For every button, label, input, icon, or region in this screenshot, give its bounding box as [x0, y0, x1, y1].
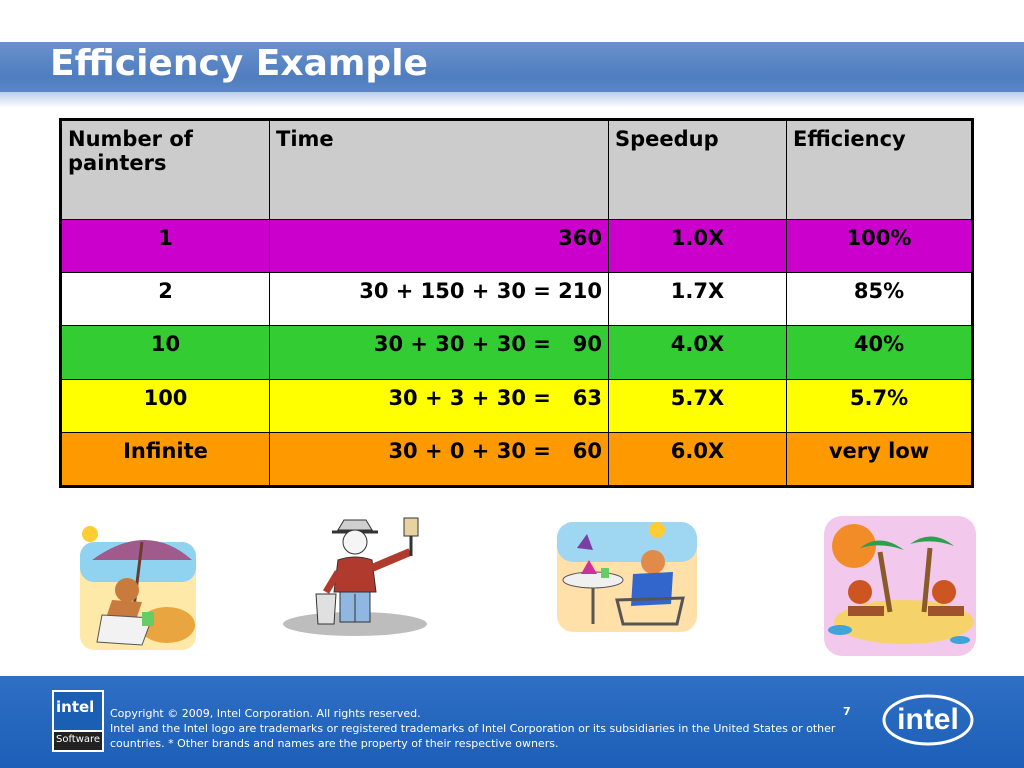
painter-clipart — [283, 517, 427, 636]
cell-time: 30 + 0 + 30 = 60 — [269, 431, 609, 488]
cell-time: 30 + 30 + 30 = 90 — [269, 325, 609, 380]
cell-painters: 100 — [60, 378, 270, 433]
island-relax-clipart — [824, 516, 976, 656]
cell-efficiency: very low — [786, 431, 973, 488]
cell-time: 30 + 150 + 30 = 210 — [269, 272, 609, 327]
beach-lounger-clipart — [80, 526, 196, 650]
intel-logo: intel — [882, 694, 974, 746]
cell-speedup: 5.7X — [608, 378, 787, 433]
cell-efficiency: 85% — [786, 272, 973, 327]
software-logo-bottom-text: Software — [56, 734, 101, 745]
cell-painters: 10 — [60, 325, 270, 380]
intel-logo-text: intel — [897, 703, 959, 736]
table-row: 100 30 + 3 + 30 = 63 5.7X 5.7% — [60, 378, 973, 433]
copyright-text: Copyright © 2009, Intel Corporation. All… — [110, 707, 421, 720]
footer-bar — [0, 676, 1024, 768]
cell-painters: 1 — [60, 218, 270, 274]
intel-software-logo: intel Software — [52, 690, 104, 752]
cell-efficiency: 40% — [786, 325, 973, 380]
page-number: 7 — [843, 705, 851, 718]
header-time: Time — [269, 119, 609, 220]
cell-speedup: 6.0X — [608, 431, 787, 488]
header-speedup: Speedup — [608, 119, 787, 220]
slide-title: Efficiency Example — [50, 43, 428, 84]
title-glow — [0, 92, 1024, 108]
table-row: 1 360 1.0X 100% — [60, 218, 973, 274]
trademark-text: Intel and the Intel logo are trademarks … — [110, 722, 836, 750]
cell-time: 360 — [269, 218, 609, 274]
cell-efficiency: 5.7% — [786, 378, 973, 433]
cafe-table-clipart — [557, 522, 697, 632]
cell-time: 30 + 3 + 30 = 63 — [269, 378, 609, 433]
cell-speedup: 1.7X — [608, 272, 787, 327]
table-header-row: Number of painters Time Speedup Efficien… — [60, 119, 973, 220]
header-painters: Number of painters — [60, 119, 270, 220]
table-row: 2 30 + 150 + 30 = 210 1.7X 85% — [60, 272, 973, 327]
cell-efficiency: 100% — [786, 218, 973, 274]
cell-painters: Infinite — [60, 431, 270, 488]
header-efficiency: Efficiency — [786, 119, 973, 220]
title-bar — [0, 42, 1024, 92]
table-row: Infinite 30 + 0 + 30 = 60 6.0X very low — [60, 431, 973, 488]
footer-legal: Copyright © 2009, Intel Corporation. All… — [110, 706, 840, 751]
cell-speedup: 4.0X — [608, 325, 787, 380]
cell-painters: 2 — [60, 272, 270, 327]
cell-speedup: 1.0X — [608, 218, 787, 274]
table-row: 10 30 + 30 + 30 = 90 4.0X 40% — [60, 325, 973, 380]
software-logo-top-text: intel — [56, 698, 95, 716]
efficiency-table: Number of painters Time Speedup Efficien… — [59, 118, 974, 488]
